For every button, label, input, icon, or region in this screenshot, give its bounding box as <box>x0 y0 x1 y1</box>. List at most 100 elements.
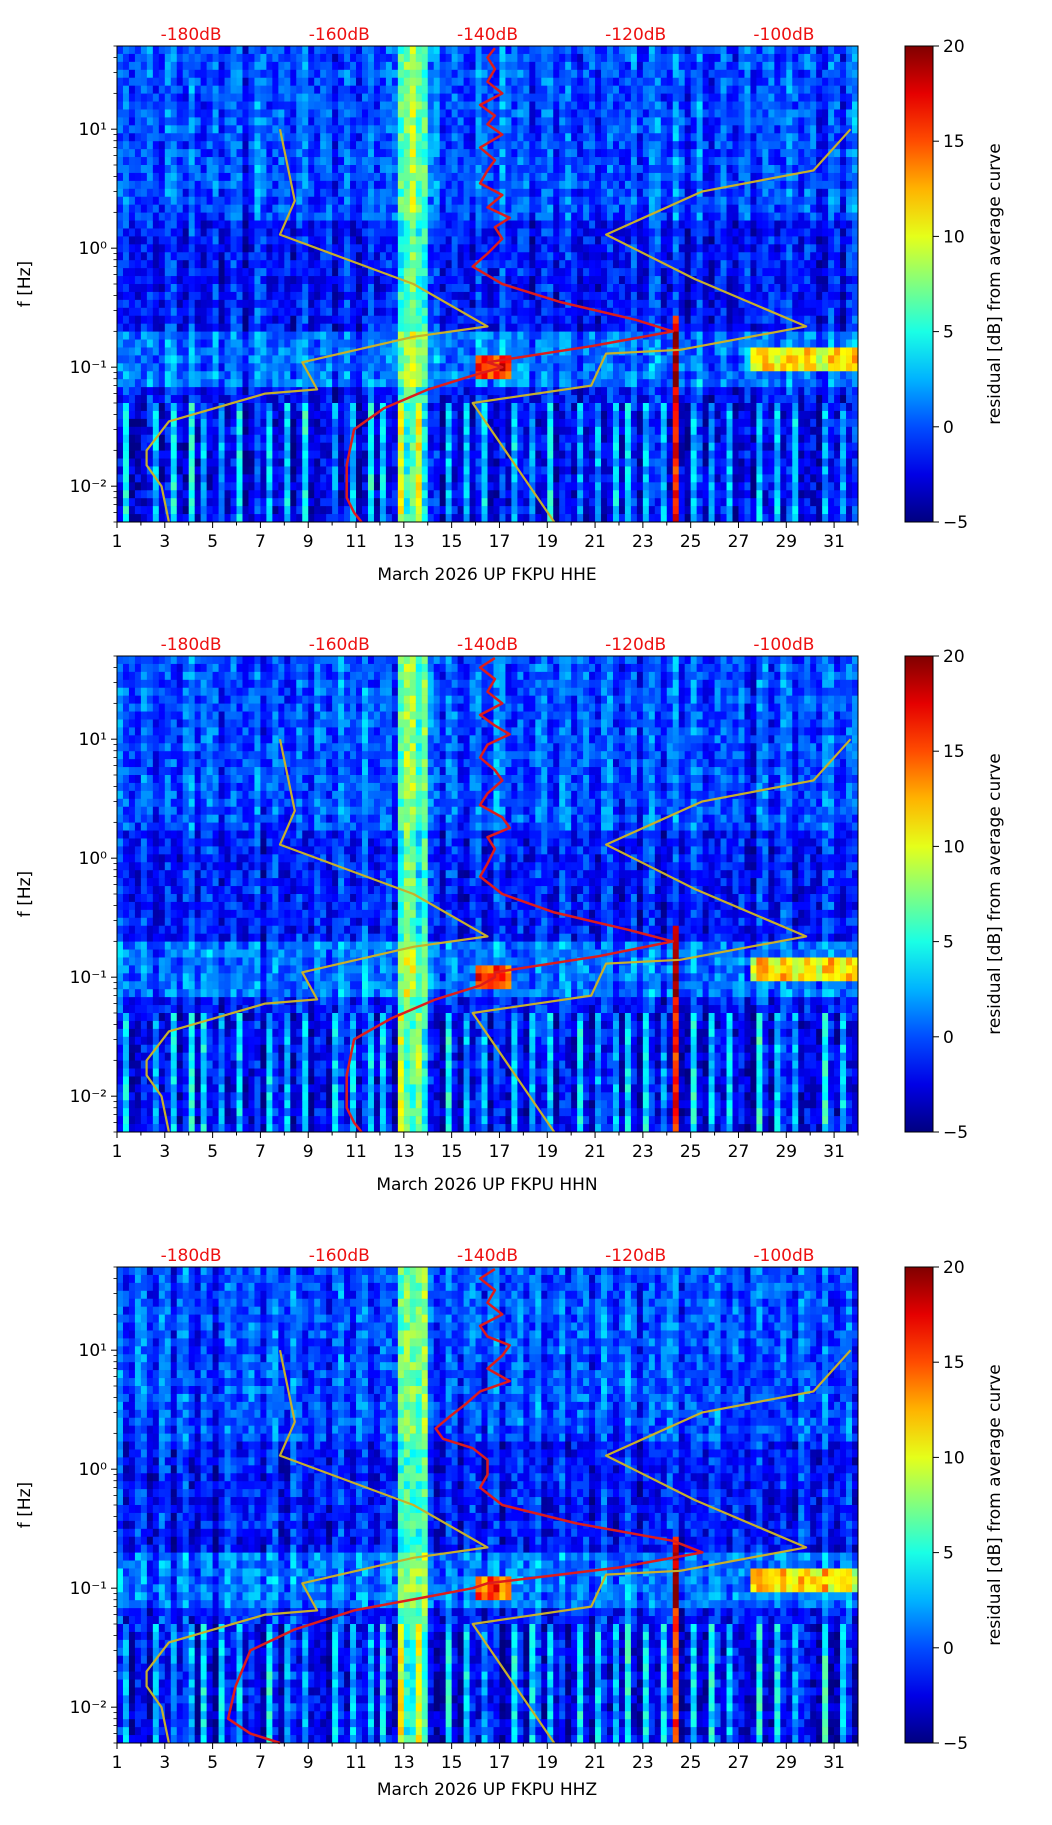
heatmap-cell <box>134 347 142 356</box>
heatmap-cell <box>278 466 285 475</box>
heatmap-cell <box>344 165 351 174</box>
heatmap-cell <box>320 228 327 237</box>
heatmap-cell <box>415 157 423 166</box>
heatmap-cell <box>415 426 423 436</box>
heatmap-cell <box>332 482 339 491</box>
heatmap-cell <box>332 395 339 404</box>
heatmap-cell <box>487 403 494 412</box>
heatmap-cell <box>236 307 243 317</box>
heatmap-cell <box>493 180 500 190</box>
heatmap-cell <box>230 284 237 293</box>
heatmap-cell <box>200 442 207 451</box>
heatmap-cell <box>589 371 596 380</box>
heatmap-cell <box>589 196 596 205</box>
heatmap-cell <box>535 387 542 396</box>
heatmap-cell <box>350 379 357 388</box>
heatmap-cell <box>523 403 530 412</box>
heatmap-cell <box>218 149 225 158</box>
heatmap-cell <box>427 260 435 269</box>
heatmap-cell <box>439 498 446 507</box>
heatmap-cell <box>571 355 578 364</box>
heatmap-cell <box>206 109 213 118</box>
heatmap-cell <box>248 284 255 293</box>
heatmap-cell <box>475 212 482 221</box>
heatmap-cell <box>272 220 279 229</box>
heatmap-cell <box>553 466 560 475</box>
heatmap-cell <box>164 101 172 110</box>
heatmap-cell <box>284 172 291 182</box>
heatmap-cell <box>194 85 201 94</box>
heatmap-cell <box>583 220 590 229</box>
heatmap-cell <box>122 141 130 150</box>
heatmap-cell <box>218 331 225 340</box>
heatmap-cell <box>320 466 327 475</box>
heatmap-cell <box>302 141 309 150</box>
heatmap-cell <box>260 276 267 285</box>
heatmap-cell <box>362 133 369 142</box>
heatmap-cell <box>266 442 273 451</box>
heatmap-cell <box>565 172 572 182</box>
heatmap-cell <box>511 85 518 94</box>
heatmap-cell <box>601 410 608 420</box>
heatmap-cell <box>356 101 363 110</box>
heatmap-cell <box>290 284 297 293</box>
heatmap-cell <box>529 188 536 198</box>
heatmap-cell <box>439 506 446 515</box>
heatmap-cell <box>463 85 470 94</box>
heatmap-cell <box>200 228 207 237</box>
heatmap-cell <box>146 125 154 134</box>
heatmap-cell <box>170 212 178 221</box>
heatmap-cell <box>427 474 435 483</box>
heatmap-cell <box>499 514 506 523</box>
heatmap-cell <box>140 77 148 86</box>
heatmap-cell <box>170 466 178 475</box>
heatmap-cell <box>218 188 225 198</box>
heatmap-cell <box>445 61 452 71</box>
heatmap-cell <box>284 180 291 190</box>
heatmap-cell <box>200 236 207 245</box>
heatmap-cell <box>266 172 273 182</box>
heatmap-cell <box>290 260 297 269</box>
heatmap-cell <box>230 204 237 213</box>
heatmap-cell <box>523 93 530 102</box>
heatmap-cell <box>481 299 488 309</box>
heatmap-cell <box>469 133 476 142</box>
heatmap-cell <box>493 490 500 499</box>
heatmap-cell <box>356 466 363 475</box>
heatmap-cell <box>589 252 596 261</box>
heatmap-cell <box>463 371 470 380</box>
heatmap-cell <box>595 490 602 499</box>
heatmap-cell <box>535 69 542 79</box>
heatmap-cell <box>481 93 488 102</box>
heatmap-cell <box>481 426 488 436</box>
heatmap-cell <box>385 260 393 269</box>
heatmap-cell <box>391 188 399 198</box>
heatmap-cell <box>571 93 578 102</box>
heatmap-cell <box>385 466 393 475</box>
heatmap-cell <box>350 212 357 221</box>
heatmap-cell <box>362 149 369 158</box>
heatmap-cell <box>212 355 219 364</box>
heatmap-cell <box>332 220 339 229</box>
heatmap-cell <box>278 188 285 198</box>
heatmap-cell <box>350 514 357 523</box>
heatmap-cell <box>427 514 435 523</box>
heatmap-cell <box>577 434 584 443</box>
heatmap-cell <box>326 133 333 142</box>
heatmap-cell <box>320 244 327 253</box>
heatmap-cell <box>117 53 124 63</box>
heatmap-cell <box>278 442 285 451</box>
heatmap-cell <box>517 244 524 253</box>
heatmap-cell <box>224 482 231 491</box>
heatmap-cell <box>451 403 458 412</box>
heatmap-cell <box>505 498 512 507</box>
heatmap-cell <box>469 188 476 198</box>
heatmap-cell <box>463 331 470 340</box>
heatmap-cell <box>308 69 315 79</box>
heatmap-cell <box>601 220 608 229</box>
heatmap-cell <box>176 157 184 166</box>
heatmap-cell <box>421 371 429 380</box>
heatmap-cell <box>260 101 267 110</box>
heatmap-cell <box>176 180 184 190</box>
heatmap-cell <box>302 506 309 515</box>
